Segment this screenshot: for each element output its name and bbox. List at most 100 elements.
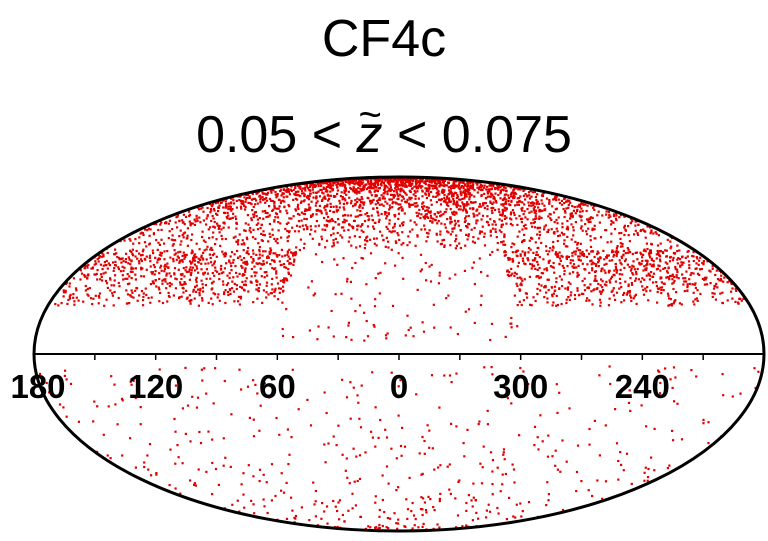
data-point [429, 184, 432, 187]
data-point [463, 455, 466, 458]
data-point [442, 180, 445, 184]
data-point [566, 228, 569, 231]
data-point [659, 381, 662, 385]
data-point [332, 181, 335, 184]
data-point [137, 260, 141, 263]
data-point [605, 280, 608, 283]
data-point [679, 265, 682, 268]
data-point [417, 184, 420, 187]
data-point [673, 400, 676, 403]
data-point [492, 201, 495, 204]
data-point [490, 192, 493, 195]
data-point [703, 278, 706, 281]
data-point [546, 278, 549, 281]
data-point [438, 271, 441, 274]
data-point [251, 236, 255, 239]
data-point [163, 258, 166, 261]
data-point [229, 201, 233, 204]
data-point [250, 219, 253, 222]
data-point [472, 183, 475, 186]
data-point [240, 483, 243, 486]
data-point [286, 195, 289, 198]
data-point [267, 215, 270, 218]
data-point [251, 209, 254, 212]
data-point [427, 210, 430, 214]
data-point [604, 424, 607, 427]
data-point [551, 205, 554, 208]
data-point [269, 249, 273, 252]
data-point [696, 299, 699, 302]
data-point [395, 202, 398, 205]
data-point [520, 277, 523, 280]
data-point [130, 383, 133, 386]
data-point [445, 297, 448, 300]
data-point [333, 195, 336, 198]
data-point [190, 262, 193, 265]
data-point [194, 220, 197, 223]
data-point [376, 199, 379, 202]
data-point [556, 303, 559, 307]
data-point [89, 297, 93, 300]
data-point [274, 216, 277, 219]
data-point [538, 226, 542, 229]
data-point [280, 236, 283, 239]
data-point [504, 335, 507, 338]
data-point [530, 202, 533, 205]
data-point [319, 188, 322, 191]
data-point [590, 259, 593, 262]
data-point [344, 469, 347, 472]
data-point [452, 199, 455, 203]
data-point [255, 199, 258, 202]
data-point [341, 221, 345, 224]
data-point [591, 267, 594, 270]
data-point [467, 203, 470, 206]
data-point [274, 494, 277, 498]
data-point [271, 228, 274, 231]
data-point [374, 495, 377, 498]
data-point [566, 288, 569, 291]
data-point [139, 266, 143, 269]
data-point [48, 391, 51, 394]
data-point [659, 255, 662, 258]
data-point [161, 279, 164, 282]
data-point [238, 368, 241, 371]
data-point [614, 408, 617, 411]
data-point [439, 230, 442, 233]
data-point [335, 183, 338, 186]
data-point [392, 196, 395, 199]
data-point [238, 303, 241, 306]
data-point [652, 260, 655, 263]
data-point [445, 203, 449, 206]
data-point [195, 280, 198, 283]
data-point [413, 189, 416, 193]
data-point [265, 271, 268, 274]
data-point [275, 207, 278, 210]
data-point [545, 267, 548, 270]
data-point [191, 258, 195, 261]
data-point [449, 244, 452, 247]
data-point [199, 442, 203, 445]
data-point [191, 266, 195, 269]
data-point [563, 233, 566, 236]
data-point [161, 282, 164, 285]
data-point [216, 224, 219, 227]
data-point [128, 302, 131, 305]
data-point [281, 389, 284, 392]
data-point [605, 256, 608, 259]
data-point [305, 209, 308, 212]
data-point [351, 266, 354, 270]
data-point [104, 279, 108, 283]
data-point [311, 188, 314, 191]
data-point [491, 483, 494, 486]
data-point [356, 479, 359, 483]
data-point [586, 218, 589, 221]
data-point [316, 338, 319, 341]
data-point [331, 188, 335, 191]
data-point [337, 209, 340, 212]
data-point [241, 200, 245, 203]
data-point [557, 198, 560, 201]
data-point [475, 209, 478, 212]
data-point [112, 304, 115, 307]
data-point [211, 254, 214, 257]
data-point [424, 215, 427, 218]
